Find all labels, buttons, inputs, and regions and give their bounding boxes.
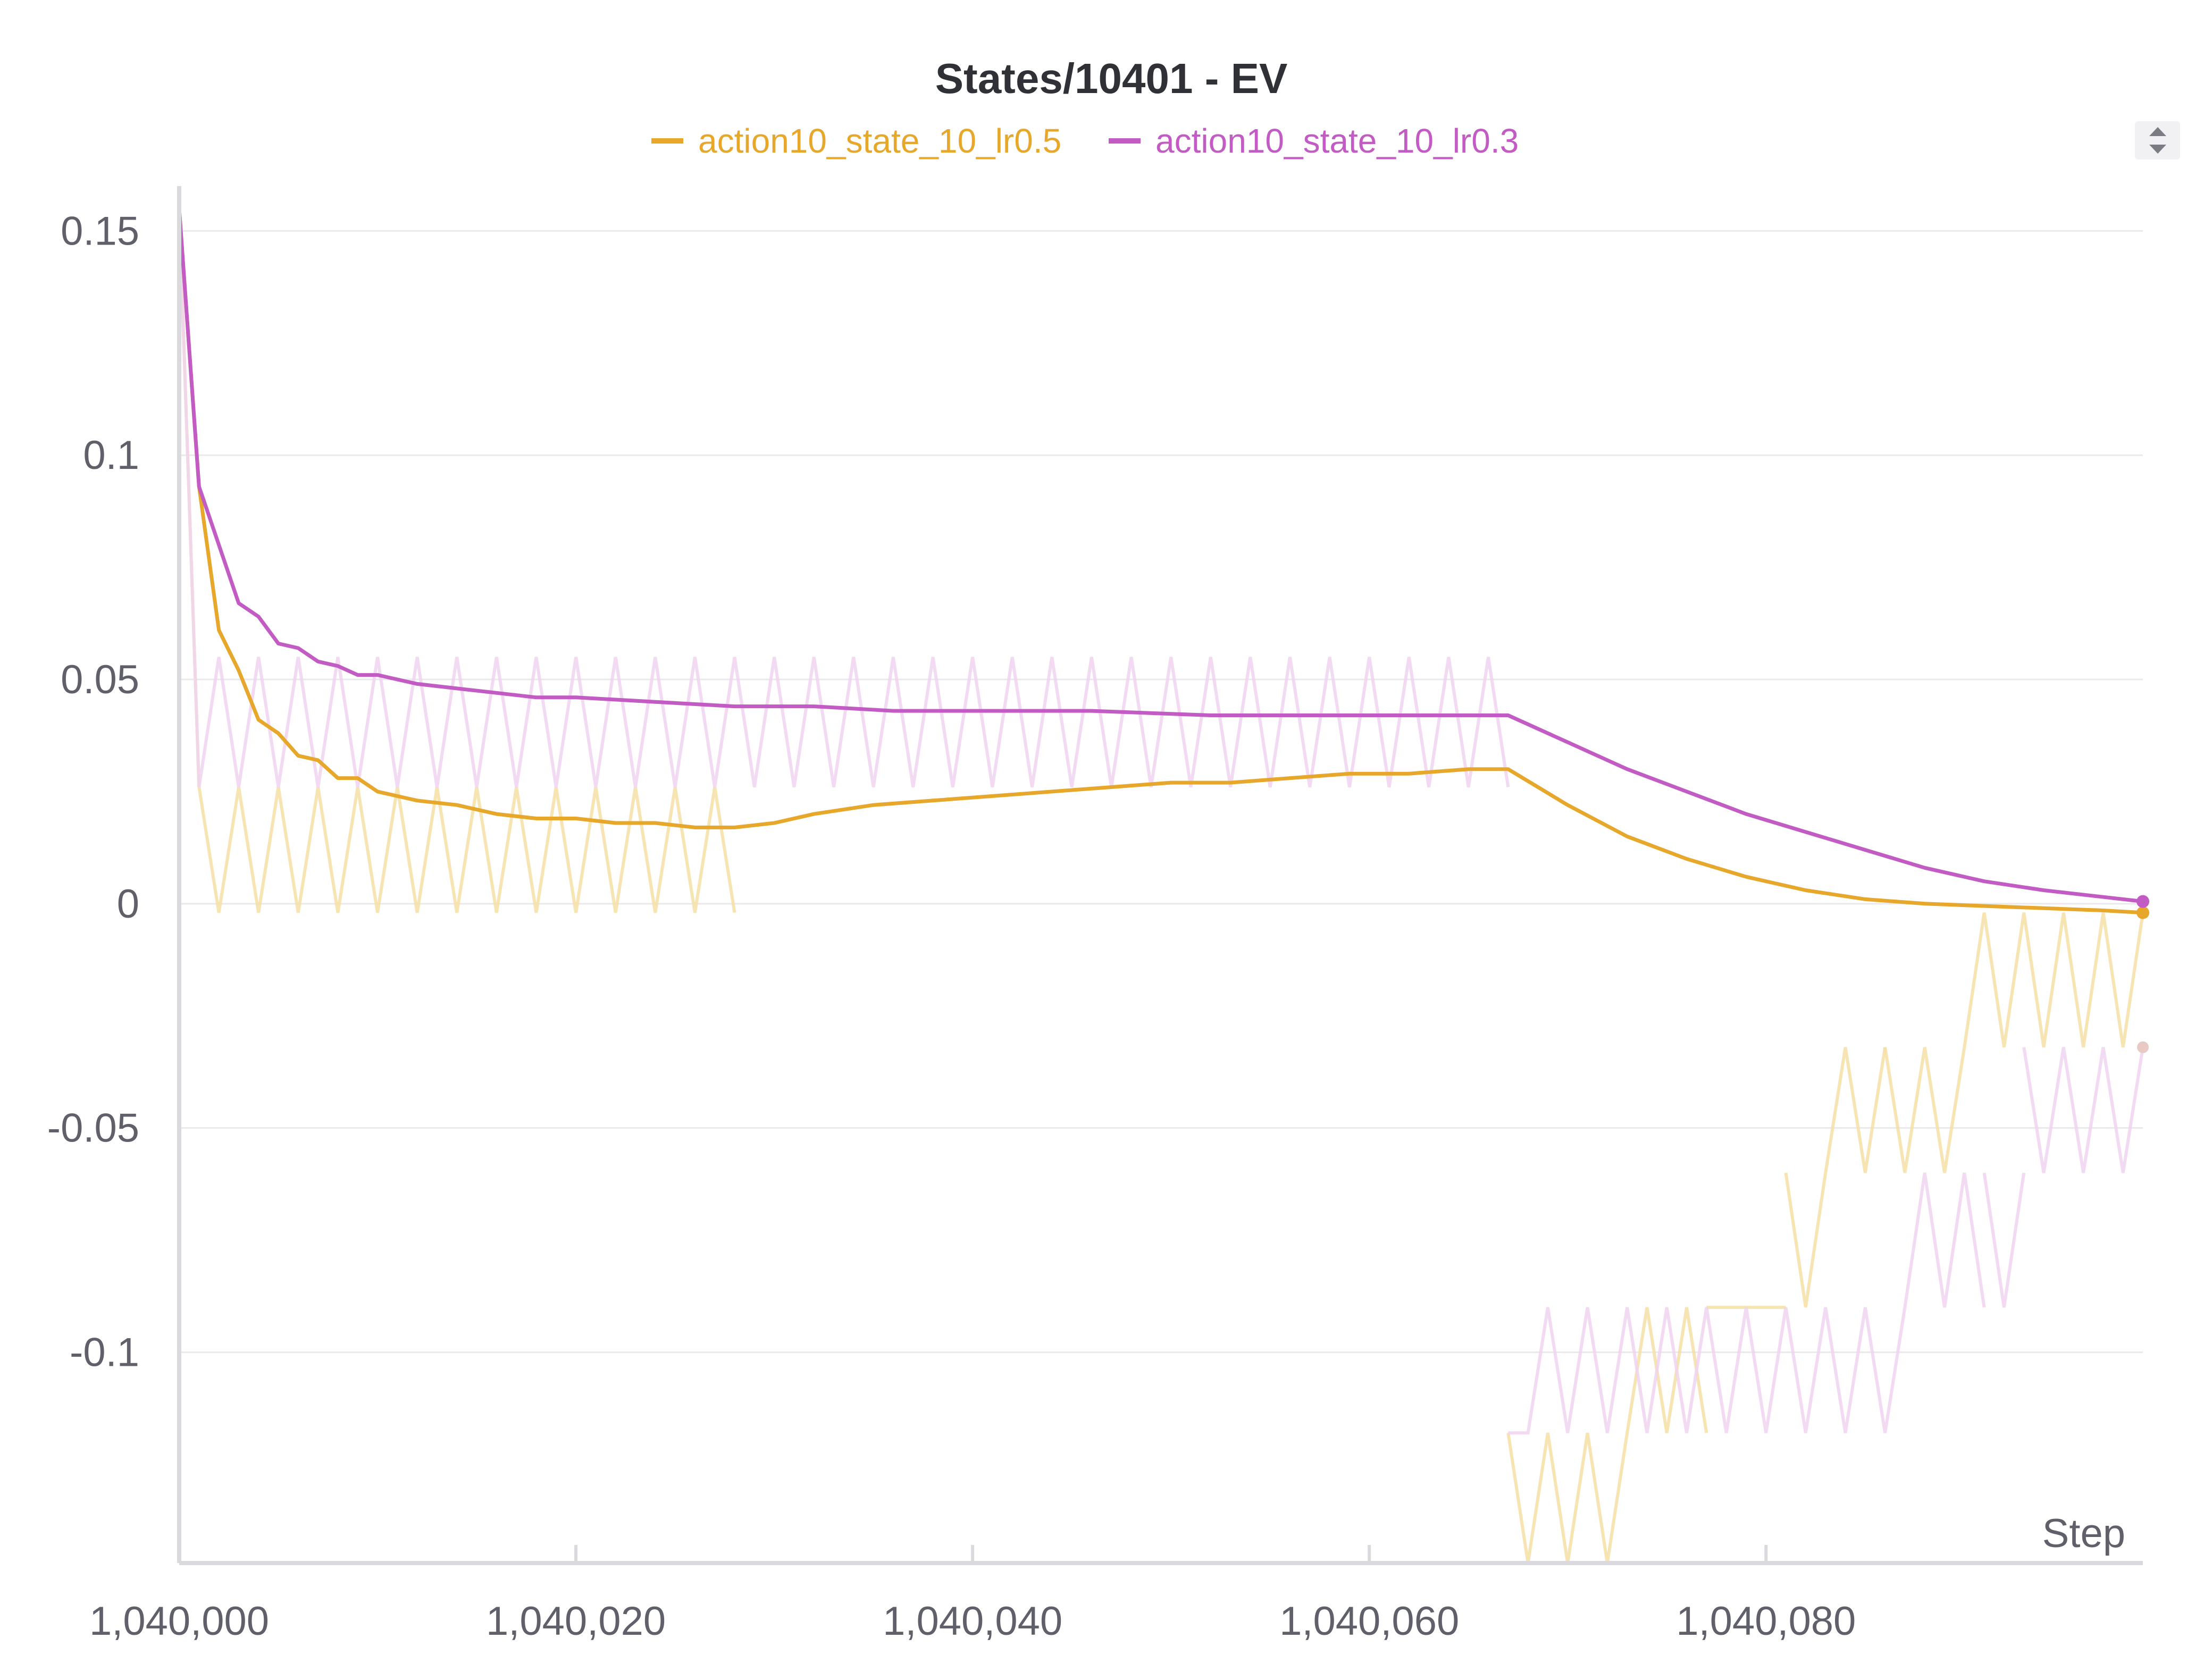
- y-tick-label: -0.05: [47, 1106, 139, 1151]
- end-marker-raw: [2137, 1041, 2149, 1053]
- legend: action10_state_10_lr0.5 action10_state_1…: [651, 122, 1519, 160]
- raw-line-series-1: [1508, 1307, 1907, 1435]
- legend-scroll-control[interactable]: [2135, 121, 2180, 159]
- x-axis-ticks: 1,040,000 1,040,020 1,040,040 1,040,060 1,04…: [89, 1545, 1856, 1644]
- x-tick-label: 1,040,060: [1279, 1599, 1459, 1644]
- y-tick-label: 0.15: [61, 208, 139, 254]
- y-tick-label: 0: [117, 881, 139, 927]
- raw-line-series-0: [1883, 1047, 1966, 1173]
- x-tick-label: 1,040,040: [883, 1599, 1062, 1644]
- raw-line-series-1: [1982, 1172, 2026, 1308]
- chevron-down-icon[interactable]: [2149, 145, 2166, 154]
- x-tick-label: 1,040,080: [1676, 1599, 1856, 1644]
- legend-scroll-background: [2135, 121, 2180, 159]
- raw-series-lines: [178, 208, 2144, 1564]
- gridlines: [179, 230, 2143, 1353]
- y-tick-label: 0.05: [61, 657, 139, 702]
- legend-label-lr05: action10_state_10_lr0.5: [698, 122, 1061, 160]
- y-axis-ticks: 0.15 0.1 0.05 0 -0.05 -0.1: [47, 208, 139, 1375]
- raw-line-series-0: [1626, 1307, 1708, 1433]
- end-markers: [2136, 895, 2149, 1053]
- raw-line-series-0: [178, 208, 736, 913]
- y-tick-label: 0.1: [83, 433, 139, 478]
- raw-line-series-1: [2022, 1047, 2144, 1173]
- end-marker-series-1: [2136, 895, 2149, 908]
- smoothed-line-series-1: [177, 208, 2143, 904]
- x-axis-title: Step: [2042, 1511, 2125, 1556]
- raw-line-series-0: [1506, 1432, 1629, 1564]
- legend-label-lr03: action10_state_10_lr0.3: [1155, 122, 1519, 160]
- x-tick-label: 1,040,000: [89, 1599, 269, 1644]
- raw-line-series-0: [1784, 1172, 1828, 1308]
- legend-item-lr05[interactable]: action10_state_10_lr0.5: [651, 122, 1061, 160]
- smoothed-line-series-0: [177, 208, 2143, 915]
- x-tick-label: 1,040,020: [486, 1599, 666, 1644]
- smoothed-series-lines: [177, 208, 2143, 915]
- raw-line-series-0: [1824, 1047, 1887, 1173]
- chart-title: States/10401 - EV: [935, 55, 1288, 102]
- y-tick-label: -0.1: [70, 1330, 139, 1375]
- end-marker-series-0: [2136, 906, 2149, 919]
- legend-item-lr03[interactable]: action10_state_10_lr0.3: [1109, 122, 1519, 160]
- raw-line-series-0: [1963, 912, 2144, 1048]
- raw-line-series-1: [1903, 1172, 1986, 1308]
- chevron-up-icon[interactable]: [2149, 127, 2166, 136]
- raw-line-series-1: [178, 208, 1510, 787]
